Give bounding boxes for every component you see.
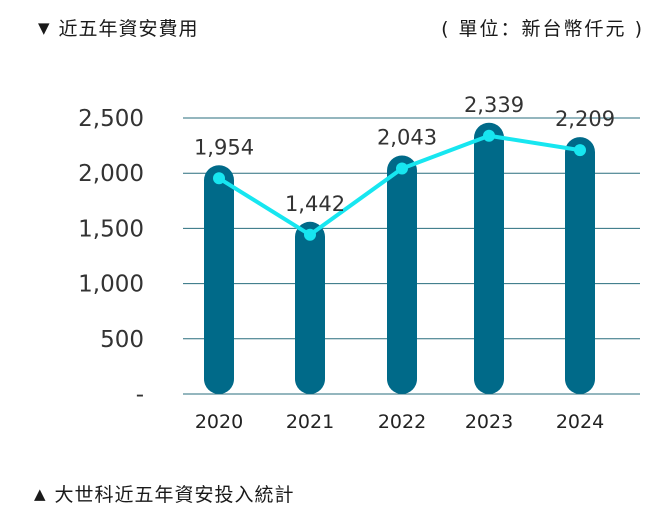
chart-caption-text: 大世科近五年資安投入統計: [54, 484, 295, 506]
y-tick-label: 1,500: [78, 216, 144, 242]
bar-2023: [474, 122, 504, 394]
unit-label: ( 單位：新台幣仟元 ): [441, 18, 644, 40]
x-tick-label: 2022: [378, 411, 426, 433]
data-label: 2,209: [555, 107, 615, 131]
bar-2020: [204, 165, 234, 394]
data-labels: 1,954 1,442 2,043 2,339 2,209: [194, 93, 615, 216]
triangle-up-icon: ▲: [34, 484, 47, 503]
line-point-2020: [213, 172, 225, 185]
x-tick-label: 2021: [286, 411, 334, 433]
data-label: 1,442: [285, 192, 345, 216]
chart-caption: ▲ 大世科近五年資安投入統計: [34, 480, 295, 507]
y-axis-ticks: - 500 1,000 1,500 2,000 2,500: [78, 106, 144, 408]
y-tick-label: -: [136, 382, 144, 408]
bar-2024: [565, 137, 595, 394]
bars: [204, 122, 595, 394]
y-tick-label: 1,000: [78, 272, 144, 298]
line-point-2022: [396, 162, 408, 175]
chart-title-text: 近五年資安費用: [58, 18, 199, 40]
line-point-2021: [304, 228, 316, 241]
x-axis-ticks: 2020 2021 2022 2023 2024: [195, 411, 604, 433]
bar-2022: [387, 155, 417, 394]
line-point-2024: [574, 144, 586, 157]
data-label: 1,954: [194, 135, 254, 159]
line-point-2023: [483, 129, 495, 142]
triangle-down-icon: ▼: [38, 18, 51, 37]
overlay-line: [213, 129, 586, 241]
x-tick-label: 2023: [465, 411, 513, 433]
data-label: 2,043: [377, 125, 437, 149]
data-label: 2,339: [464, 93, 524, 117]
y-tick-label: 2,500: [78, 106, 144, 132]
chart-title: ▼ 近五年資安費用: [38, 14, 199, 41]
bar-2021: [295, 221, 325, 394]
x-tick-label: 2020: [195, 411, 243, 433]
x-tick-label: 2024: [556, 411, 604, 433]
y-tick-label: 500: [100, 327, 144, 353]
y-tick-label: 2,000: [78, 161, 144, 187]
